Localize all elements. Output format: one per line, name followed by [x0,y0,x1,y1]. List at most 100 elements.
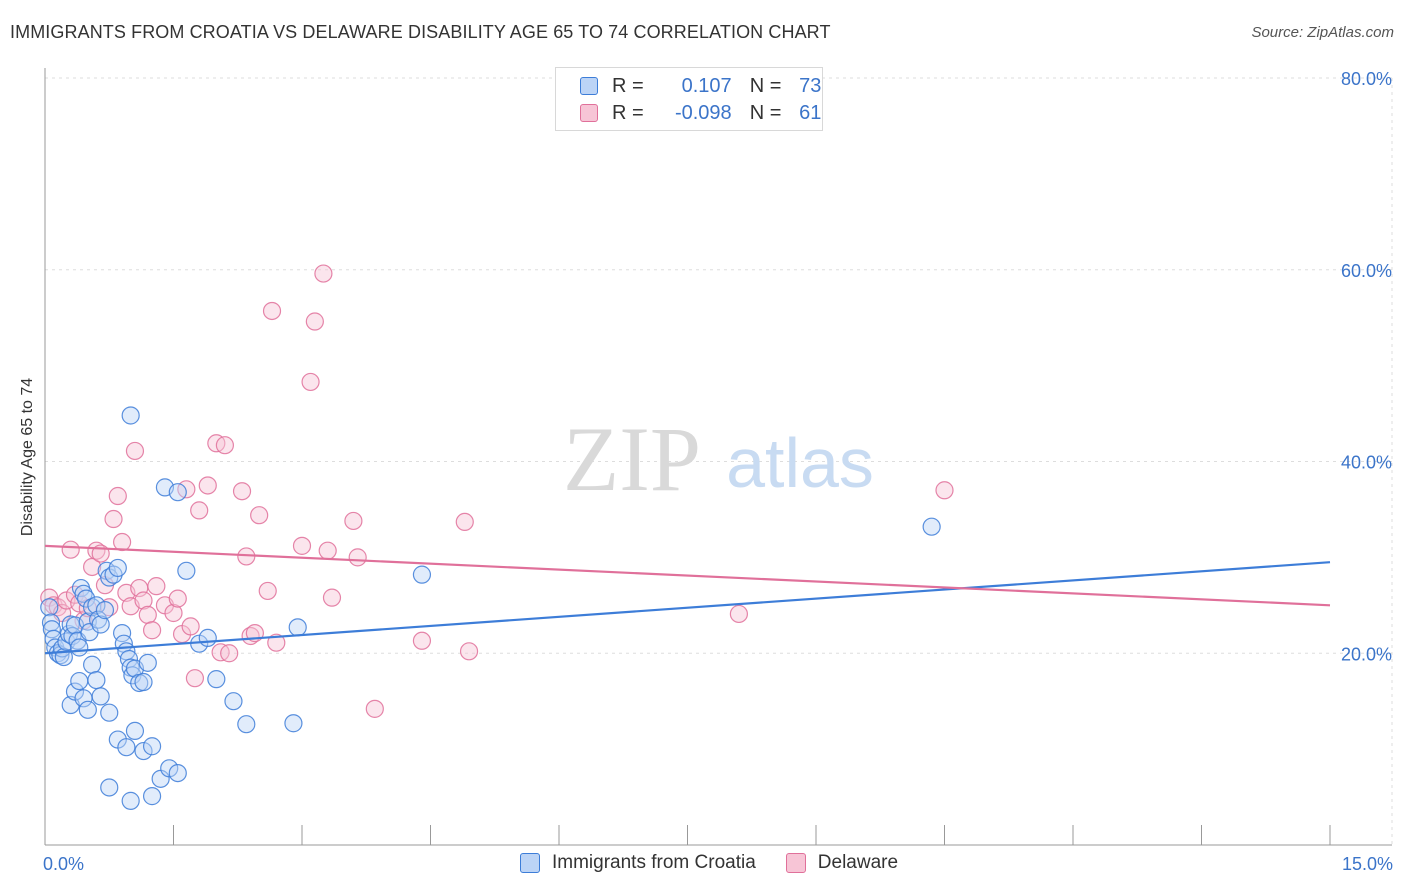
croatia-trend-line [44,561,1331,655]
delaware-point [935,481,954,500]
delaware-point [318,541,337,560]
croatia-point [95,601,115,620]
legend-label-croatia: Immigrants from Croatia [552,852,756,873]
croatia-point [87,670,106,690]
delaware-point [61,540,80,559]
delaware-point [267,633,286,652]
croatia-point [117,738,136,757]
delaware-point [344,511,363,531]
delaware-point [459,642,479,661]
r-value: 0.107 [681,74,732,97]
delaware-point [250,506,269,525]
watermark: ZIP atlas [563,408,874,510]
croatia-point [412,565,432,584]
y-tick-label: 80.0% [1341,69,1392,89]
watermark-zip: ZIP [563,408,701,510]
croatia-point [91,687,110,706]
croatia-point [177,561,196,580]
delaware-point [104,509,123,529]
delaware-point [164,603,183,623]
delaware-trend-line [44,544,1331,607]
tick-labels: 20.0% 40.0% 60.0% 80.0% 0.0% 15.0% [43,69,1393,874]
x-tick-label-min: 0.0% [43,854,84,874]
croatia-point [922,517,941,536]
croatia-point [108,558,127,578]
croatia-point [100,703,119,722]
croatia-point [224,692,243,711]
croatia-point [160,759,179,778]
delaware-point [305,312,324,331]
croatia-point [134,741,153,761]
series-legend: Immigrants from Croatia Delaware [520,852,928,874]
n-value: 73 [799,74,822,97]
delaware-point [168,589,187,608]
delaware-point [181,617,200,636]
r-label: R = [612,101,644,124]
chart-title: IMMIGRANTS FROM CROATIA VS DELAWARE DISA… [10,22,831,42]
croatia-point [87,596,106,615]
delaware-point [147,577,166,596]
watermark-atlas: atlas [726,424,874,502]
croatia-point [134,672,153,692]
legend-item-delaware[interactable]: Delaware [785,852,899,874]
delaware-point [322,588,342,607]
delaware-point [125,441,145,461]
croatia-point [91,615,110,634]
delaware-legend-swatch [785,853,806,873]
trend-lines [44,544,1331,655]
croatia-legend-swatch [520,853,540,873]
delaware-point [108,486,127,506]
delaware-point [112,532,132,552]
y-tick-label: 20.0% [1341,644,1392,664]
x-tick-label-max: 15.0% [1342,854,1393,874]
croatia-point [138,653,157,672]
delaware-point [258,581,277,601]
delaware-point [142,621,162,640]
croatia-point [74,584,93,603]
croatia-point [121,406,140,425]
y-tick-label: 40.0% [1341,453,1392,473]
r-value: -0.098 [674,101,732,124]
n-value: 61 [799,101,822,124]
delaware-point [198,476,217,495]
stats-legend: R = 0.107 N = 73 R = -0.098 N = 61 [555,67,823,131]
croatia-swatch [580,77,598,95]
delaware-point [314,264,333,283]
delaware-point [232,482,252,501]
y-tick-label: 60.0% [1341,261,1392,281]
croatia-point [198,628,217,648]
croatia-point [121,791,140,810]
croatia-point [142,787,162,806]
n-label: N = [749,101,782,124]
croatia-point [142,737,162,756]
chart-source: Source: ZipAtlas.com [1251,24,1394,41]
delaware-point [134,591,153,610]
croatia-point [70,638,89,657]
axes [44,68,1392,846]
croatia-point [100,778,119,797]
delaware-point [190,501,209,520]
delaware-point [262,301,282,321]
delaware-point [365,699,384,718]
r-label: R = [612,74,644,97]
legend-item-croatia[interactable]: Immigrants from Croatia [520,852,756,874]
delaware-point [301,372,320,392]
croatia-point [78,700,97,719]
delaware-point [455,512,474,532]
delaware-point [412,631,432,650]
croatia-point [89,610,108,629]
legend-label-delaware: Delaware [817,852,899,873]
stats-row-croatia: R = 0.107 N = 73 [580,73,821,99]
croatia-point [125,721,145,741]
n-label: N = [749,74,782,97]
delaware-point [292,536,312,555]
gridlines [45,77,1393,845]
delaware-point [220,644,239,663]
delaware-point [215,436,234,455]
croatia-point [288,618,307,637]
stats-row-delaware: R = -0.098 N = 61 [580,100,821,126]
croatia-point [168,483,187,502]
croatia-point [207,670,226,689]
delaware-point [348,548,367,567]
